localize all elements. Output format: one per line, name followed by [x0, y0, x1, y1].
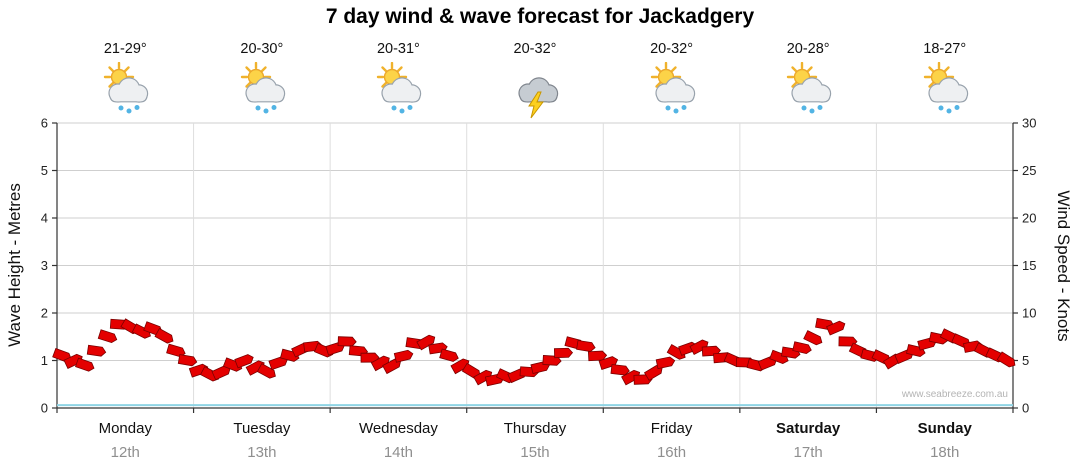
day-name: Sunday	[917, 420, 972, 437]
sun-cloud-rain-icon	[915, 61, 975, 120]
day-name: Friday	[650, 420, 693, 437]
right-axis-title: Wind Speed - Knots	[1054, 190, 1073, 342]
sun-cloud-rain-icon	[642, 61, 702, 120]
left-tick-label: 6	[41, 116, 48, 131]
wind-arrow	[337, 336, 357, 347]
wind-arrow	[587, 350, 608, 362]
wind-arrow	[826, 320, 846, 336]
left-tick-label: 4	[41, 211, 48, 226]
day-date: 18th	[930, 444, 960, 461]
raindrop-icon	[801, 105, 823, 114]
watermark: www.seabreeze.com.au	[901, 389, 1008, 400]
left-tick-label: 3	[41, 258, 48, 273]
sun-cloud-rain-icon	[778, 61, 838, 120]
wind-arrow	[97, 329, 118, 344]
day-temp-range: 20-31°	[376, 41, 420, 57]
wind-arrow	[996, 351, 1016, 368]
right-tick-label: 5	[1022, 353, 1029, 368]
wind-arrow	[576, 340, 596, 352]
wind-arrow	[393, 349, 414, 363]
right-tick-label: 20	[1022, 211, 1036, 226]
day-temp-range: 20-30°	[240, 41, 284, 57]
right-tick-label: 30	[1022, 116, 1036, 131]
sun-cloud-rain-icon	[368, 61, 428, 120]
wind-arrow	[792, 341, 812, 355]
day-name: Saturday	[776, 420, 841, 437]
sun-cloud-rain-icon	[95, 61, 155, 120]
wind-arrow	[643, 365, 663, 381]
day-date: 16th	[656, 444, 687, 461]
cloud-icon	[654, 77, 695, 103]
day-name: Thursday	[503, 420, 567, 437]
wind-arrow	[598, 356, 619, 370]
right-tick-label: 10	[1022, 306, 1036, 321]
left-tick-label: 0	[41, 401, 48, 416]
chart-title: 7 day wind & wave forecast for Jackadger…	[325, 5, 755, 28]
day-temp-range: 21-29°	[103, 41, 147, 57]
cloud-icon	[791, 77, 832, 103]
wind-arrow	[473, 369, 493, 386]
wind-arrow	[655, 356, 676, 370]
wind-arrow	[553, 347, 574, 359]
wind-arrow	[689, 339, 709, 355]
day-date: 13th	[247, 444, 277, 461]
wind-arrow	[211, 365, 231, 381]
wind-arrow	[75, 357, 95, 372]
wind-arrow	[439, 348, 459, 362]
raindrop-icon	[255, 105, 277, 114]
day-date: 14th	[383, 444, 414, 461]
thunderstorm-icon	[505, 62, 565, 120]
cloud-icon	[928, 77, 968, 103]
day-date: 15th	[520, 444, 550, 461]
right-tick-label: 0	[1022, 401, 1029, 416]
wind-arrow	[610, 364, 630, 376]
left-tick-label: 5	[41, 163, 48, 178]
day-name: Wednesday	[358, 420, 438, 437]
right-tick-label: 15	[1022, 258, 1036, 273]
wind-arrow	[803, 330, 823, 346]
left-axis-title: Wave Height - Metres	[5, 183, 24, 347]
lightning-icon	[528, 91, 544, 119]
left-tick-label: 1	[41, 353, 48, 368]
day-name: Tuesday	[233, 420, 291, 437]
wind-arrow	[268, 356, 288, 371]
raindrop-icon	[391, 105, 413, 114]
right-tick-label: 25	[1022, 163, 1036, 178]
sun-cloud-rain-icon	[232, 61, 292, 120]
wind-arrow	[370, 355, 390, 372]
day-temp-range: 20-32°	[650, 41, 693, 57]
cloud-icon	[381, 77, 422, 103]
wind-arrow	[234, 354, 254, 369]
raindrop-icon	[118, 105, 140, 114]
left-tick-label: 2	[41, 306, 48, 321]
cloud-icon	[108, 77, 149, 103]
wind-arrow	[177, 354, 198, 367]
day-temp-range: 18-27°	[923, 41, 967, 57]
raindrop-icon	[665, 105, 687, 114]
day-name: Monday	[98, 420, 152, 437]
day-temp-range: 20-28°	[786, 41, 830, 57]
day-date: 12th	[110, 444, 140, 461]
cloud-icon	[245, 77, 286, 103]
wind-arrow	[154, 327, 174, 344]
wind-arrow	[416, 334, 436, 351]
day-date: 17th	[793, 444, 823, 461]
day-temp-range: 20-32°	[513, 41, 557, 57]
wind-arrow	[86, 344, 107, 357]
raindrop-icon	[938, 105, 960, 114]
